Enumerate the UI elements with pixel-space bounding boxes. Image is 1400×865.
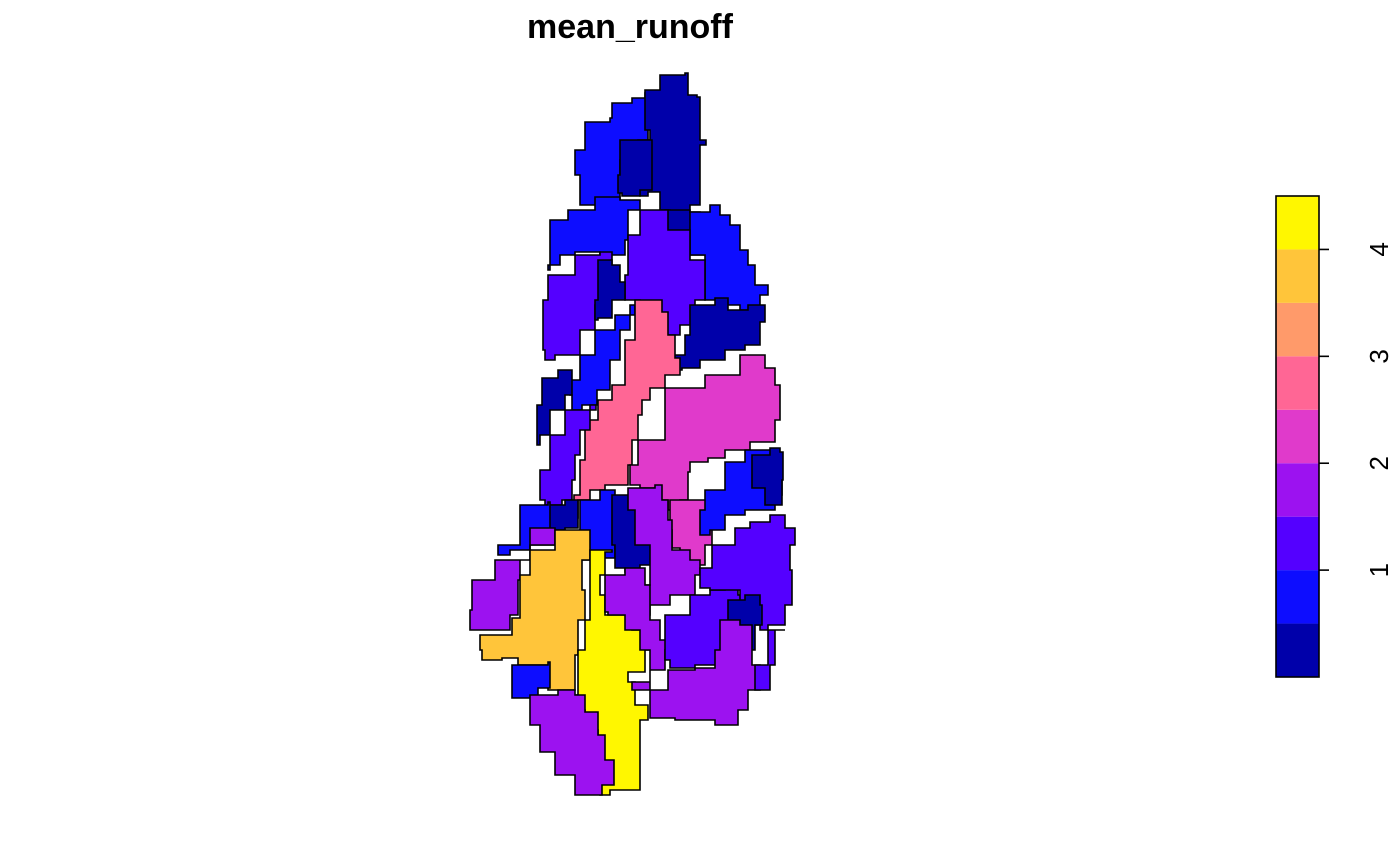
catchment-polygon [754,629,785,691]
legend-tick-label: 2 [1364,456,1394,470]
legend-tick-label: 3 [1364,349,1394,363]
catchment-polygon [539,404,597,506]
legend-bin [1276,249,1319,303]
catchment-polygon [629,354,781,511]
legend-bin [1276,409,1319,464]
legend-ticks: 1 2 3 4 [1319,242,1394,577]
legend-bin [1276,516,1319,571]
legend-tick-label: 4 [1364,242,1394,256]
catchment-polygon [627,484,701,616]
legend-tick-label: 1 [1364,563,1394,577]
legend-bin [1276,302,1319,357]
legend-bin [1276,570,1319,624]
catchment-polygon [617,139,653,197]
legend-frame [1275,195,1320,678]
legend-bin [1276,196,1319,250]
catchment-polygon [573,299,681,519]
legend-bin [1276,463,1319,517]
catchment-map [469,72,796,796]
catchment-polygon [751,447,784,506]
legend-color-bins [1276,196,1319,677]
legend-bin [1276,356,1319,410]
catchment-polygon [604,567,671,691]
catchment-polygon [536,369,573,446]
catchment-polygon [594,259,626,321]
legend-bin [1276,623,1319,677]
color-legend: 1 2 3 4 [1275,195,1394,678]
catchment-polygon [529,689,615,796]
catchment-polygon [689,204,769,311]
catchment-polygon [699,514,796,631]
plot-title: mean_runoff [527,8,734,46]
catchment-polygon [511,661,551,699]
